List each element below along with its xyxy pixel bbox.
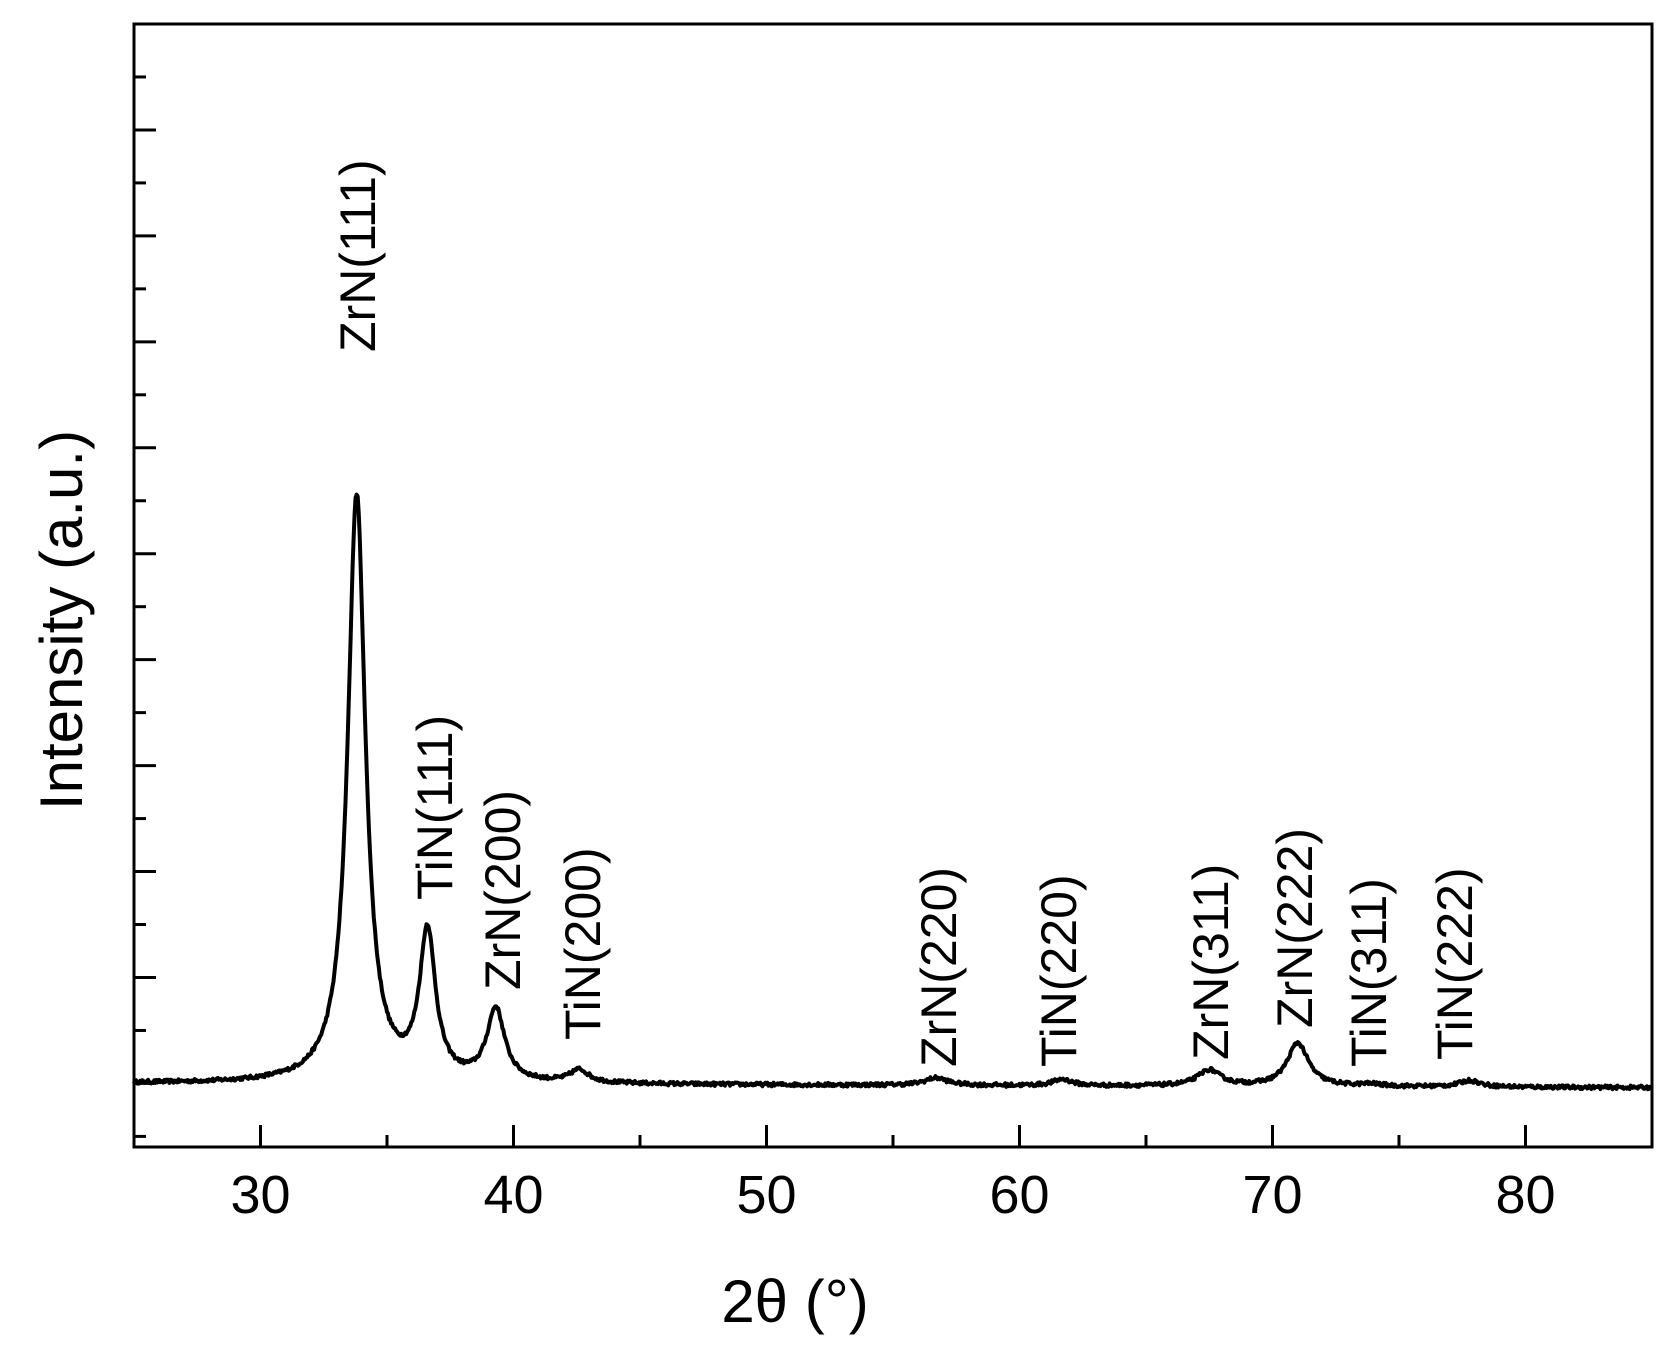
x-major-ticks xyxy=(259,1125,1527,1147)
y-axis-title: Intensity (a.u.) xyxy=(28,430,95,810)
x-tick-labels: 30 40 50 60 70 80 xyxy=(230,1165,1555,1225)
x-tick-label: 40 xyxy=(483,1165,543,1225)
y-ticks xyxy=(134,22,156,1138)
xrd-pattern-line xyxy=(132,492,1653,1092)
peak-label: ZrN(222) xyxy=(1267,828,1323,1028)
peak-label: TiN(200) xyxy=(555,847,611,1040)
peak-label: ZrN(311) xyxy=(1183,864,1239,1060)
plot-frame xyxy=(132,22,1654,1149)
peak-label: TiN(222) xyxy=(1427,867,1483,1060)
x-minor-ticks xyxy=(132,1135,1654,1147)
x-tick-label: 80 xyxy=(1495,1165,1555,1225)
peak-label: TiN(111) xyxy=(407,715,463,900)
x-tick-label: 50 xyxy=(736,1165,796,1225)
x-axis-title: 2θ (°) xyxy=(721,1268,868,1335)
peak-label: TiN(311) xyxy=(1341,878,1397,1067)
x-tick-label: 60 xyxy=(989,1165,1049,1225)
peak-label: ZrN(200) xyxy=(475,790,531,990)
peak-labels: ZrN(111) TiN(111) ZrN(200) TiN(200) ZrN(220)… xyxy=(330,159,1483,1067)
x-tick-label: 70 xyxy=(1242,1165,1302,1225)
x-tick-label: 30 xyxy=(230,1165,290,1225)
peak-label: ZrN(220) xyxy=(911,867,967,1067)
peak-label: ZrN(111) xyxy=(330,159,386,352)
peak-label: TiN(220) xyxy=(1031,874,1087,1067)
